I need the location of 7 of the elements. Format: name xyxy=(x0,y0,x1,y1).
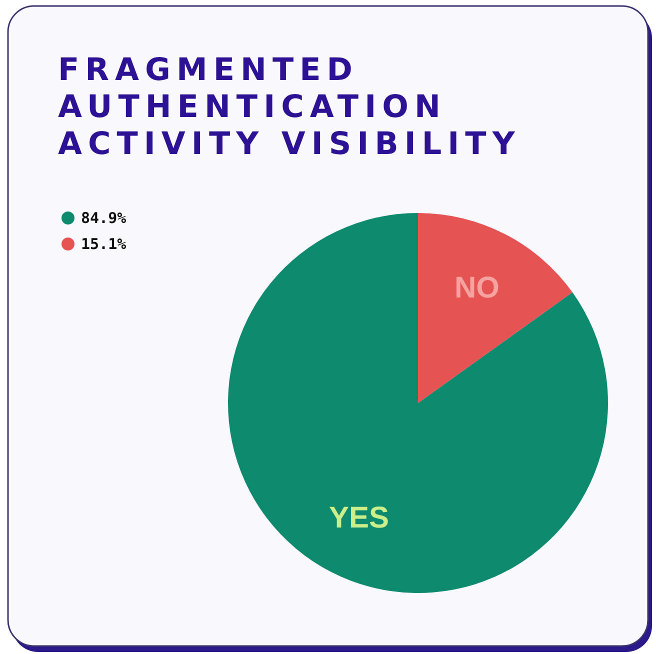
slice-label: YES xyxy=(328,501,389,534)
text: 15.1% xyxy=(81,235,126,253)
chart-title: FRAGMENTED AUTHENTICATION ACTIVITY VISIBILITY xyxy=(58,52,521,162)
text: 84.9% xyxy=(81,209,126,227)
slice-label: NO xyxy=(454,272,500,305)
pie-slice xyxy=(228,213,608,593)
pie-slice xyxy=(418,213,572,403)
